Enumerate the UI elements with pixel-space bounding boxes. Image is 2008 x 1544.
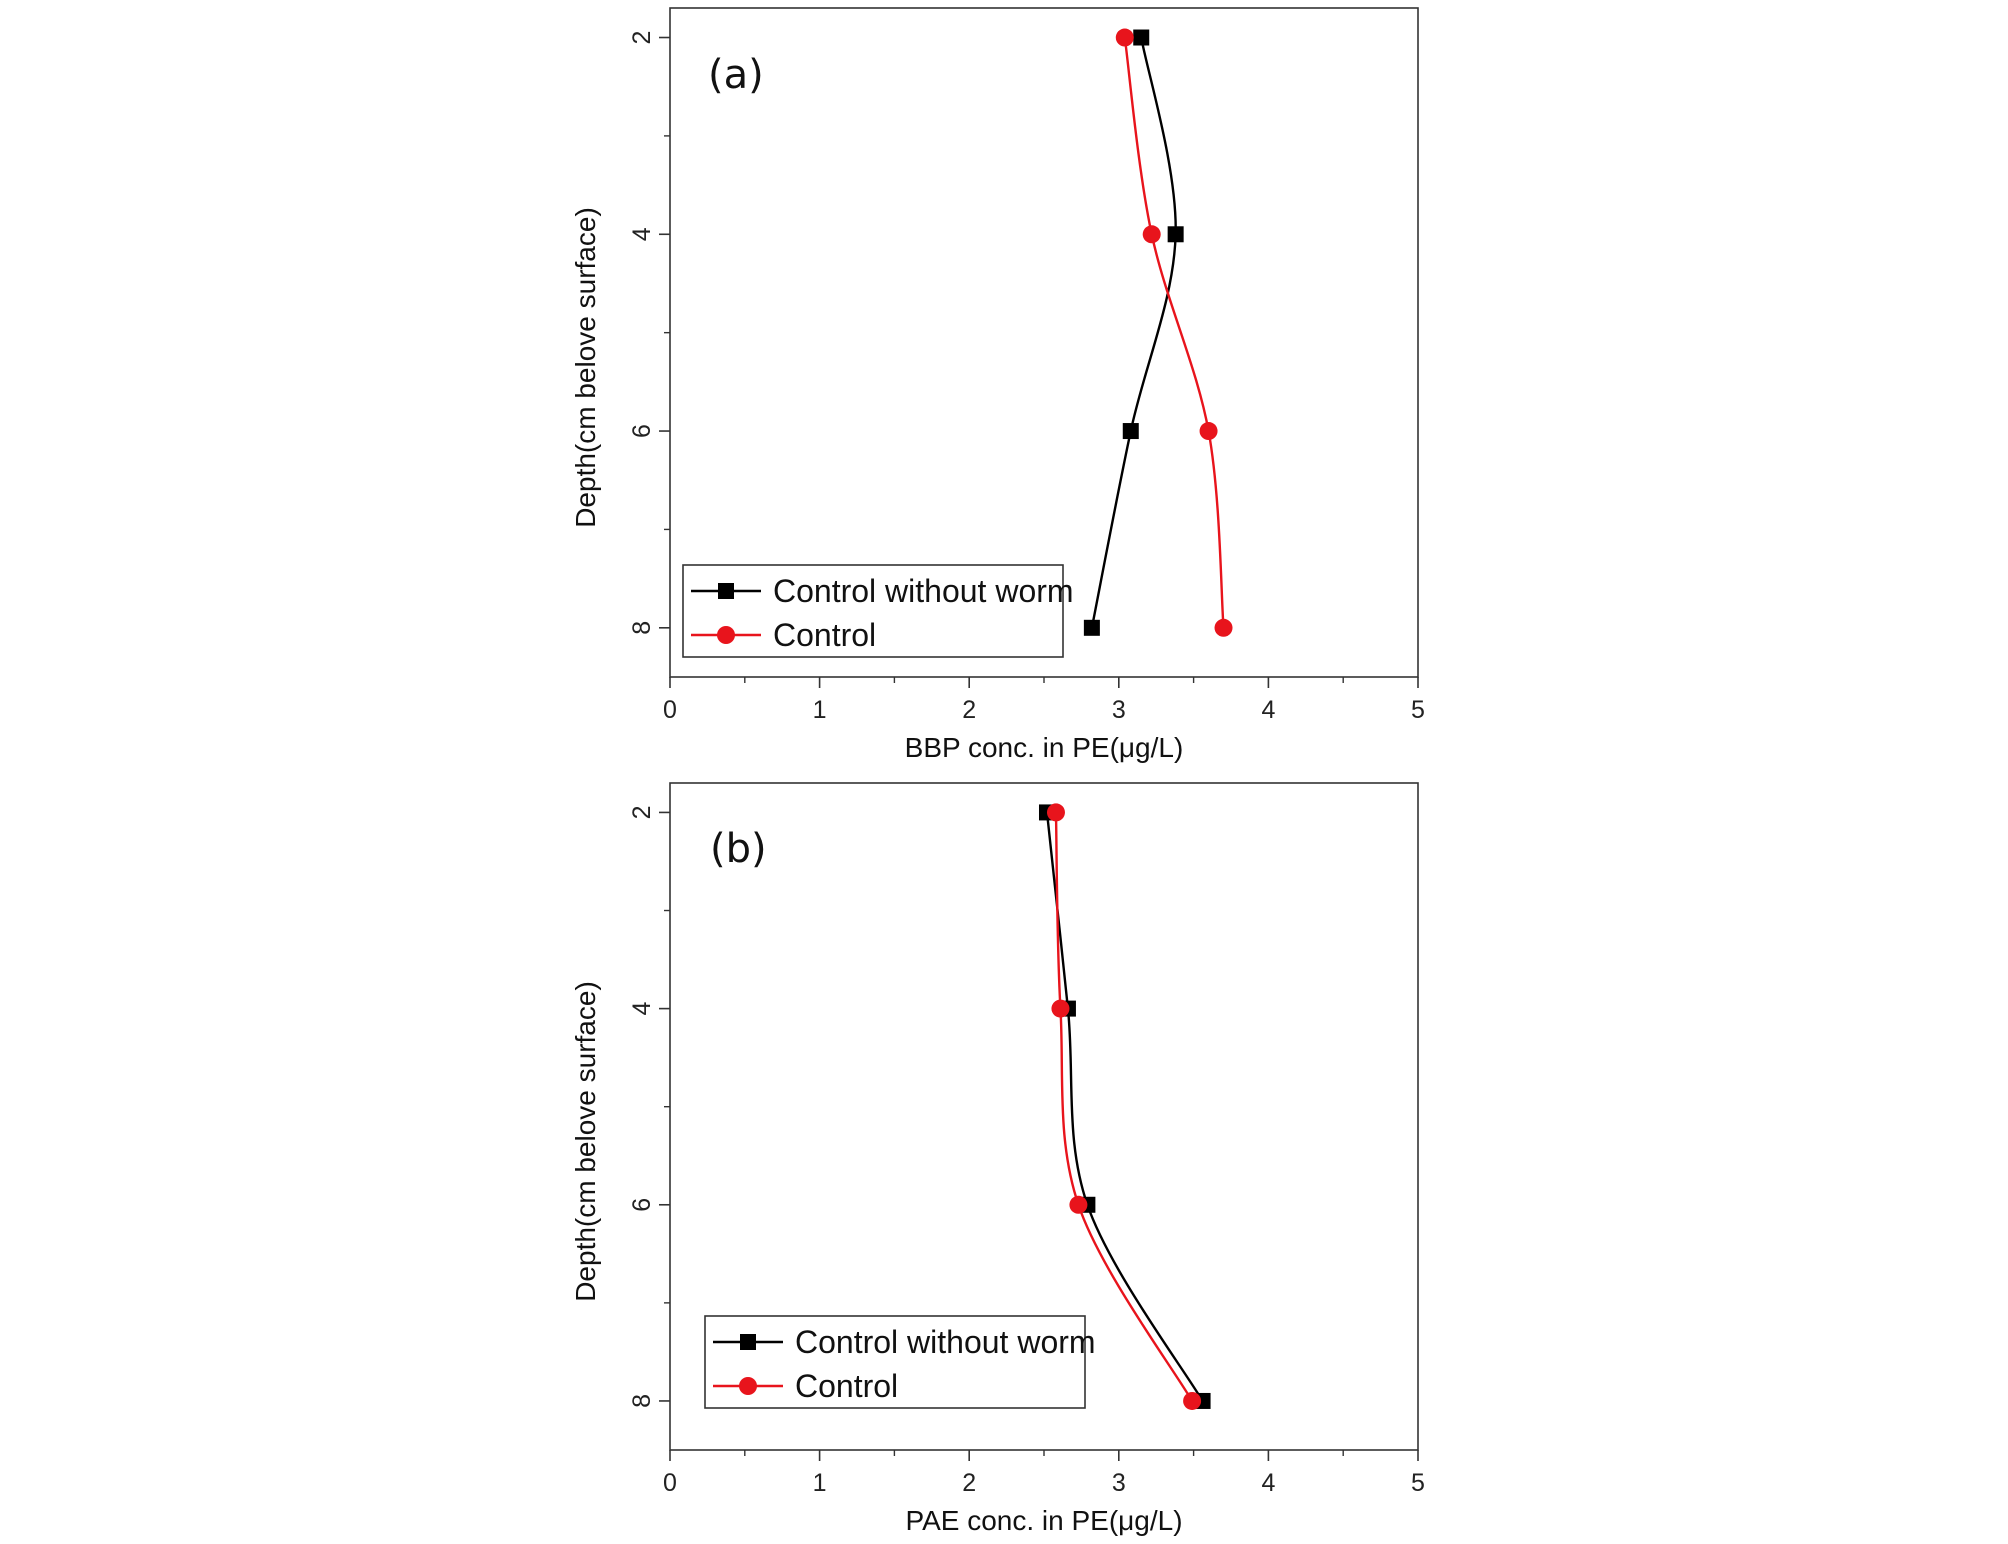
y-tick-label: 8 <box>628 621 656 635</box>
series-line <box>1045 812 1204 1402</box>
data-point <box>1199 422 1218 441</box>
data-point <box>1122 423 1139 440</box>
x-tick-label: 1 <box>813 1469 827 1497</box>
data-point <box>1142 225 1161 244</box>
x-tick-label: 4 <box>1261 1469 1275 1497</box>
panel-label: (a) <box>708 52 764 98</box>
data-point <box>1133 29 1150 46</box>
y-tick-label: 6 <box>628 424 656 438</box>
x-axis-title: PAE conc. in PE(μg/L) <box>905 1505 1182 1536</box>
y-tick-label: 8 <box>628 1394 656 1408</box>
chart-panel-b: 0 1 2 3 4 5 2 4 6 8 PAE conc. in PE(μg/L) Depth(cm … <box>570 782 1425 1536</box>
legend-label: Control without worm <box>795 1324 1096 1360</box>
data-point <box>1167 226 1184 243</box>
y-tick-label: 6 <box>628 1198 656 1212</box>
legend-square-marker <box>740 1334 756 1350</box>
series-line <box>1090 37 1177 629</box>
series-control <box>1115 28 1233 637</box>
data-point <box>1083 619 1100 636</box>
legend: Control without worm Control <box>704 1315 1096 1409</box>
y-axis-title: Depth(cm belove surface) <box>570 207 601 528</box>
x-tick-label: 3 <box>1112 696 1126 724</box>
data-point <box>1069 1195 1088 1214</box>
y-tick-label: 4 <box>628 227 656 241</box>
x-axis-title: BBP conc. in PE(μg/L) <box>905 732 1184 763</box>
x-tick-label: 2 <box>962 696 976 724</box>
y-tick-label: 4 <box>628 1002 656 1016</box>
x-tick-label: 5 <box>1411 1469 1425 1497</box>
legend-circle-marker <box>717 626 735 644</box>
x-tick-label: 0 <box>663 696 677 724</box>
data-point <box>1115 28 1134 47</box>
legend-label: Control <box>795 1368 898 1404</box>
series-line <box>1123 37 1225 628</box>
y-tick-label: 2 <box>628 805 656 819</box>
data-point <box>1046 803 1065 822</box>
legend-circle-marker <box>739 1377 757 1395</box>
x-tick-label: 5 <box>1411 696 1425 724</box>
legend-label: Control without worm <box>773 573 1074 609</box>
legend-box <box>704 1315 1086 1409</box>
series-line <box>1054 812 1194 1402</box>
legend-box <box>682 564 1064 658</box>
legend-square-marker <box>718 583 734 599</box>
data-point <box>1183 1391 1202 1410</box>
chart-panel-a: 0 1 2 3 4 5 2 4 6 8 BBP conc. in PE(μg/L) Depth(cm … <box>570 7 1425 763</box>
data-point <box>1051 999 1070 1018</box>
data-point <box>1214 618 1233 637</box>
x-tick-label: 1 <box>813 696 827 724</box>
y-tick-label: 2 <box>628 31 656 45</box>
legend-label: Control <box>773 617 876 653</box>
y-axis-title: Depth(cm belove surface) <box>570 981 601 1302</box>
series-control <box>1046 803 1202 1410</box>
legend: Control without worm Control <box>682 564 1074 658</box>
x-tick-label: 2 <box>962 1469 976 1497</box>
panel-label: (b) <box>710 826 767 872</box>
series-control-without-worm <box>1083 29 1184 636</box>
x-tick-label: 3 <box>1112 1469 1126 1497</box>
x-tick-label: 0 <box>663 1469 677 1497</box>
x-tick-label: 4 <box>1261 696 1275 724</box>
